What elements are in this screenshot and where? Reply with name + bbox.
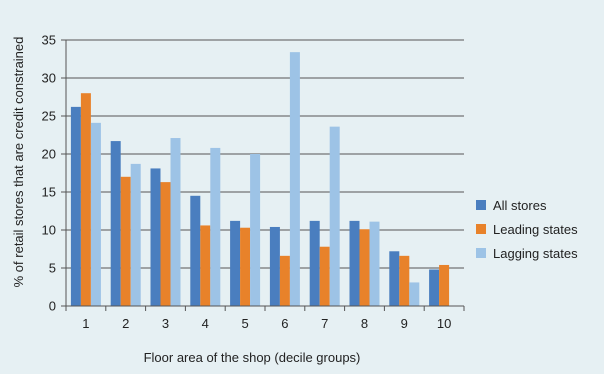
y-tick-label: 25 — [42, 109, 56, 124]
bar-leading-states — [359, 229, 370, 306]
legend-swatch — [476, 248, 486, 258]
bar-lagging-states — [90, 122, 101, 306]
x-tick-label: 3 — [162, 316, 169, 331]
x-tick-label: 8 — [361, 316, 368, 331]
bar-all-stores — [230, 220, 241, 306]
legend-label: All stores — [493, 198, 547, 213]
legend-label: Lagging states — [493, 246, 578, 261]
x-tick-label: 7 — [321, 316, 328, 331]
bar-lagging-states — [369, 221, 380, 306]
bar-leading-states — [80, 93, 91, 306]
legend-swatch — [476, 200, 486, 210]
bar-lagging-states — [210, 147, 221, 306]
y-tick-label: 20 — [42, 147, 56, 162]
bar-leading-states — [160, 182, 171, 306]
bar-leading-states — [319, 246, 330, 306]
x-tick-label: 2 — [122, 316, 129, 331]
legend: All stores Leading states Lagging states — [476, 198, 578, 261]
x-axis-title: Floor area of the shop (decile groups) — [144, 350, 361, 365]
x-tick-label: 10 — [437, 316, 451, 331]
y-tick-label: 15 — [42, 185, 56, 200]
bar-leading-states — [200, 225, 211, 306]
bar-all-stores — [70, 106, 81, 306]
bar-all-stores — [190, 195, 201, 306]
bar-lagging-states — [289, 52, 300, 306]
legend-swatch — [476, 224, 486, 234]
bar-leading-states — [120, 176, 131, 306]
y-tick-label: 35 — [42, 33, 56, 48]
bar-lagging-states — [250, 154, 261, 306]
bar-all-stores — [110, 141, 121, 306]
y-tick-label: 30 — [42, 71, 56, 86]
bar-all-stores — [389, 251, 400, 306]
x-tick-label: 9 — [401, 316, 408, 331]
y-tick-label: 0 — [49, 299, 56, 314]
bar-leading-states — [240, 227, 251, 306]
axes: 0 5 10 15 20 25 30 35 1 2 3 4 5 6 7 8 9 10 — [42, 33, 465, 331]
y-tick-label: 10 — [42, 223, 56, 238]
bar-leading-states — [439, 264, 450, 306]
legend-label: Leading states — [493, 222, 578, 237]
y-tick-label: 5 — [49, 261, 56, 276]
bar-lagging-states — [409, 282, 420, 306]
bar-all-stores — [429, 269, 440, 306]
x-tick-label: 6 — [281, 316, 288, 331]
bar-lagging-states — [170, 138, 181, 306]
bar-leading-states — [399, 255, 410, 306]
bar-lagging-states — [130, 163, 141, 306]
bar-leading-states — [279, 255, 290, 306]
bar-all-stores — [349, 220, 360, 306]
x-tick-label: 4 — [202, 316, 209, 331]
bars — [70, 52, 450, 306]
y-axis-title: % of retail stores that are credit const… — [11, 37, 26, 288]
bar-all-stores — [269, 226, 280, 306]
bar-all-stores — [309, 220, 320, 306]
bar-lagging-states — [329, 126, 340, 306]
x-tick-label: 5 — [241, 316, 248, 331]
bar-all-stores — [150, 168, 161, 306]
x-tick-label: 1 — [82, 316, 89, 331]
